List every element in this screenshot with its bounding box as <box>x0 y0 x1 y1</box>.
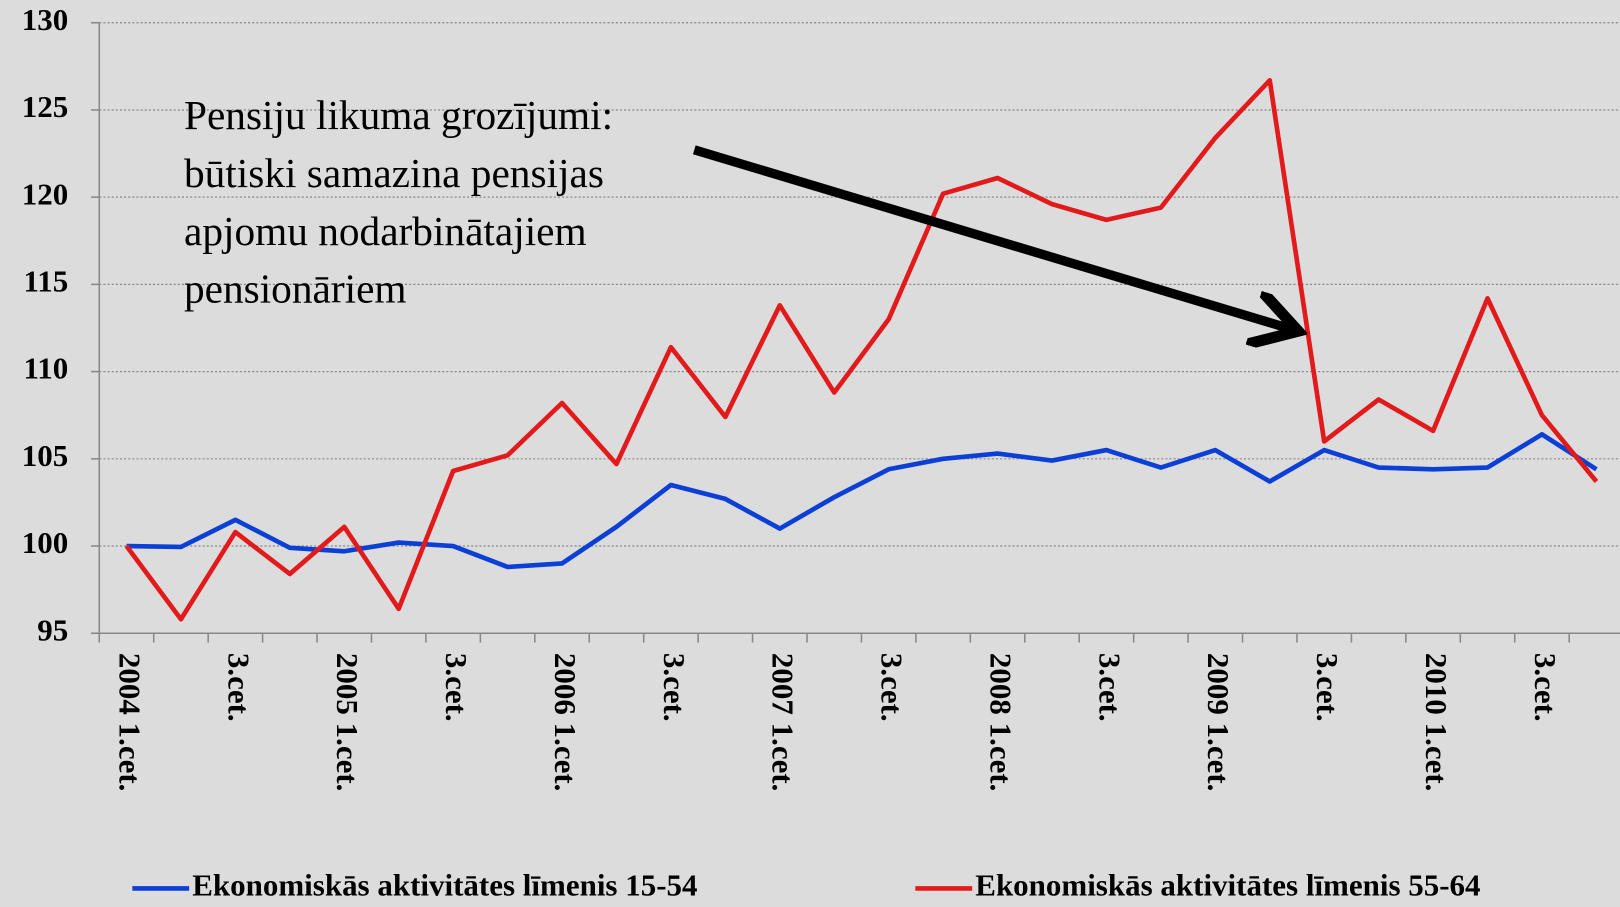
annotation-arrow <box>692 145 1289 329</box>
x-tick-label: 3.cet. <box>657 653 692 722</box>
x-tick-label: 2007 1.cet. <box>766 653 801 792</box>
y-tick-label: 110 <box>24 351 69 386</box>
y-tick-label: 115 <box>24 263 69 298</box>
x-tick-label: 2009 1.cet. <box>1201 653 1236 792</box>
y-tick-label: 130 <box>22 2 68 37</box>
y-tick-label: 95 <box>37 612 68 647</box>
x-tick-label: 2004 1.cet. <box>112 653 147 792</box>
annotation-text: būtiski samazina pensijas <box>184 150 604 196</box>
legend-label: Ekonomiskās aktivitātes līmenis 55-64 <box>975 868 1480 903</box>
y-tick-label: 100 <box>22 525 68 560</box>
annotation: Pensiju likuma grozījumi: būtiski samazin… <box>184 92 613 312</box>
annotation-text: apjomu nodarbinātajiem <box>184 208 587 254</box>
data-line <box>126 432 1598 570</box>
x-tick-label: 2006 1.cet. <box>548 653 583 792</box>
x-tick-label: 3.cet. <box>1092 653 1127 722</box>
x-tick-label: 2008 1.cet. <box>983 653 1018 792</box>
annotation-text: pensionāriem <box>184 266 407 312</box>
data-line <box>124 77 1599 622</box>
legend-label: Ekonomiskās aktivitātes līmenis 15-54 <box>192 868 697 903</box>
x-tick-label: 3.cet. <box>875 653 910 722</box>
y-tick-label: 120 <box>22 176 68 211</box>
annotation-text: Pensiju likuma grozījumi: <box>184 92 613 138</box>
x-tick-label: 3.cet. <box>1310 653 1345 722</box>
x-tick-label: 3.cet. <box>221 653 256 722</box>
y-tick-label: 125 <box>22 89 68 124</box>
y-tick-label: 105 <box>22 438 68 473</box>
x-tick-label: 3.cet. <box>439 653 474 722</box>
x-tick-label: 2005 1.cet. <box>330 653 365 792</box>
x-tick-label: 3.cet. <box>1528 653 1563 722</box>
x-tick-label: 2010 1.cet. <box>1419 653 1454 792</box>
